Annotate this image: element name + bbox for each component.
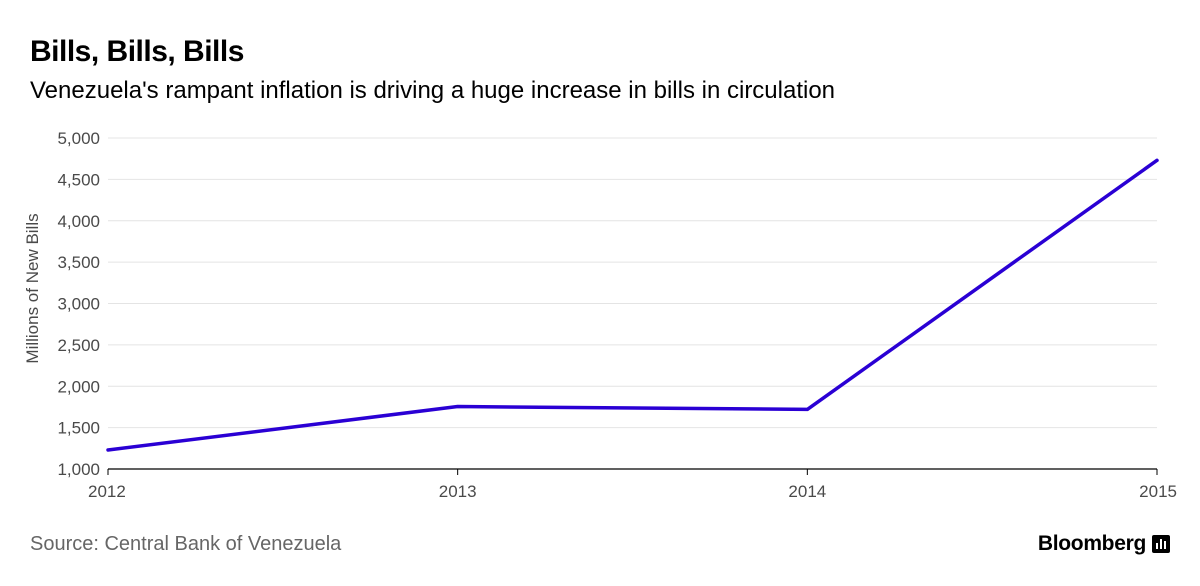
gridlines <box>108 137 1157 429</box>
y-tick-label: 3,000 <box>57 295 100 314</box>
y-tick-label: 4,000 <box>57 212 100 231</box>
x-axis-ticks: 2012 2013 2014 2015 <box>88 469 1177 501</box>
series-layer <box>106 158 1159 452</box>
data-point <box>805 407 809 411</box>
chart-title: Bills, Bills, Bills <box>30 35 244 68</box>
bar-chart-icon <box>1152 535 1170 553</box>
x-tick-label: 2013 <box>439 482 477 501</box>
y-axis-ticks: 1,000 1,500 2,000 2,500 3,000 3,500 4,000 4,500… <box>57 129 100 479</box>
brand-name: Bloomberg <box>1037 532 1146 555</box>
y-tick-label: 1,000 <box>57 460 100 479</box>
x-tick-label: 2012 <box>88 482 126 501</box>
brand-logo: Bloomberg <box>1038 530 1170 558</box>
y-tick-label: 2,500 <box>57 336 100 355</box>
x-tick-label: 2015 <box>1139 482 1177 501</box>
y-tick-label: 1,500 <box>57 419 100 438</box>
x-tick-label: 2014 <box>788 482 826 501</box>
y-tick-label: 5,000 <box>57 129 100 148</box>
y-tick-label: 2,000 <box>57 377 100 396</box>
data-point <box>106 448 110 452</box>
data-point <box>1155 158 1159 162</box>
source-note: Source: Central Bank of Venezuela <box>30 533 342 555</box>
series-line <box>106 158 1159 452</box>
y-tick-label: 3,500 <box>57 253 100 272</box>
y-tick-label: 4,500 <box>57 170 100 189</box>
y-axis-label: Millions of New Bills <box>23 213 42 363</box>
chart-subtitle: Venezuela's rampant inflation is driving… <box>30 77 836 104</box>
data-point <box>456 405 460 409</box>
